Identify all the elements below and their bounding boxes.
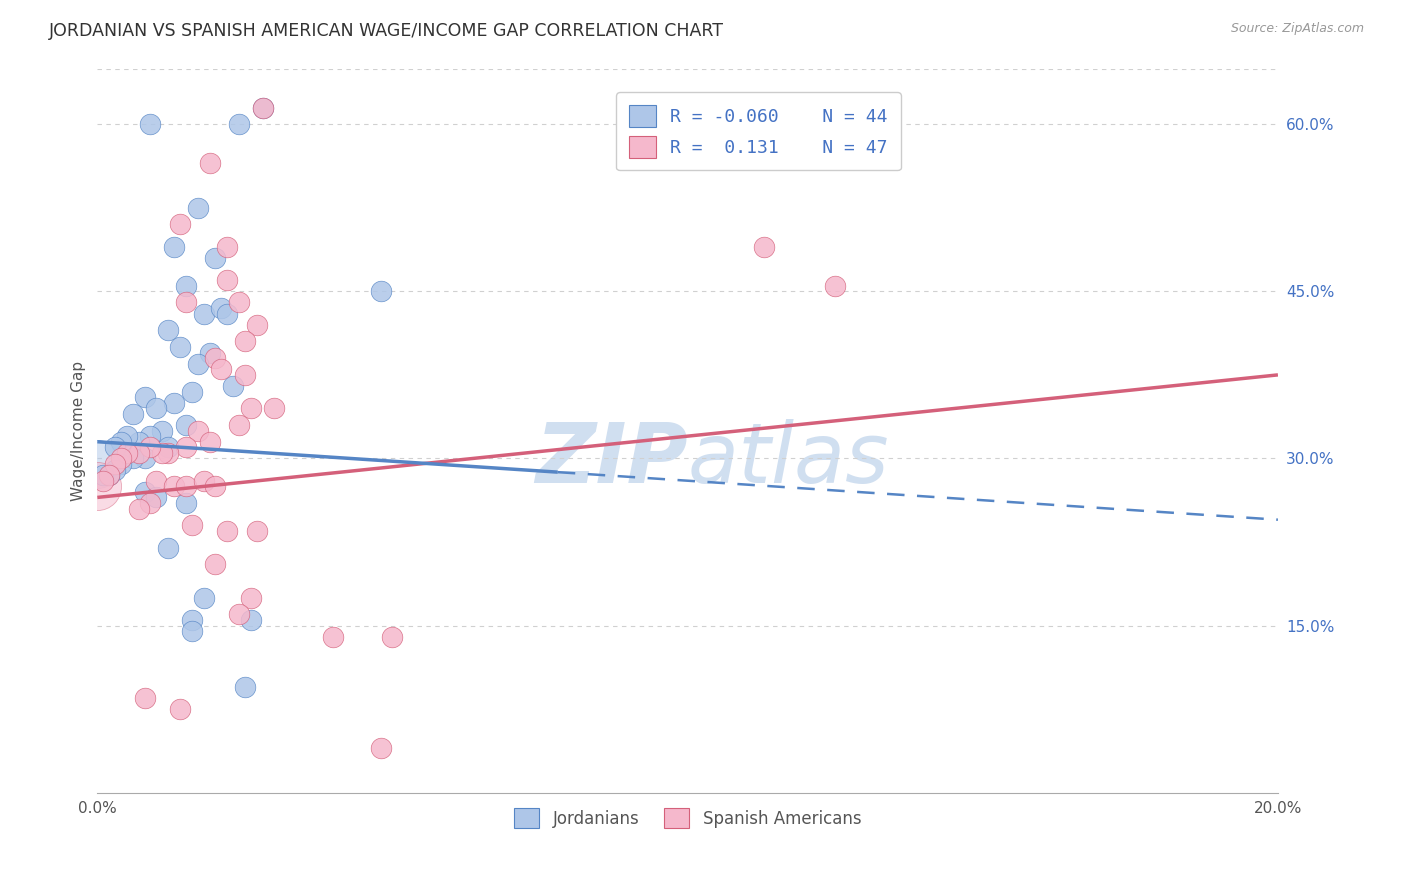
Text: ZIP: ZIP: [536, 419, 688, 500]
Point: [228, 295, 250, 310]
Point: [252, 101, 274, 115]
Y-axis label: Wage/Income Gap: Wage/Income Gap: [72, 360, 86, 500]
Point: [824, 278, 846, 293]
Point: [169, 702, 191, 716]
Point: [180, 384, 202, 399]
Point: [187, 424, 209, 438]
Point: [110, 457, 132, 471]
Point: [174, 417, 197, 432]
Point: [128, 434, 150, 449]
Text: JORDANIAN VS SPANISH AMERICAN WAGE/INCOME GAP CORRELATION CHART: JORDANIAN VS SPANISH AMERICAN WAGE/INCOM…: [49, 22, 724, 40]
Point: [180, 518, 202, 533]
Point: [246, 524, 269, 538]
Point: [121, 407, 143, 421]
Point: [139, 496, 162, 510]
Point: [198, 345, 221, 359]
Point: [134, 390, 156, 404]
Point: [239, 613, 262, 627]
Point: [91, 468, 114, 483]
Point: [209, 362, 232, 376]
Point: [157, 323, 180, 337]
Point: [204, 479, 226, 493]
Point: [145, 474, 167, 488]
Point: [193, 591, 215, 605]
Point: [187, 201, 209, 215]
Point: [246, 318, 269, 332]
Point: [217, 240, 239, 254]
Point: [187, 357, 209, 371]
Point: [174, 479, 197, 493]
Point: [233, 368, 256, 382]
Point: [198, 434, 221, 449]
Point: [204, 251, 226, 265]
Point: [174, 295, 197, 310]
Point: [217, 524, 239, 538]
Point: [150, 446, 173, 460]
Point: [163, 479, 186, 493]
Point: [150, 424, 173, 438]
Point: [139, 117, 162, 131]
Point: [228, 607, 250, 622]
Point: [110, 451, 132, 466]
Point: [104, 462, 127, 476]
Point: [121, 451, 143, 466]
Point: [169, 218, 191, 232]
Point: [209, 301, 232, 315]
Point: [370, 741, 392, 756]
Point: [139, 440, 162, 454]
Point: [134, 451, 156, 466]
Point: [128, 446, 150, 460]
Point: [239, 401, 262, 416]
Point: [134, 690, 156, 705]
Point: [198, 156, 221, 170]
Point: [86, 479, 108, 493]
Point: [157, 440, 180, 454]
Point: [115, 446, 138, 460]
Point: [204, 351, 226, 366]
Point: [263, 401, 285, 416]
Point: [228, 117, 250, 131]
Point: [754, 240, 776, 254]
Legend: Jordanians, Spanish Americans: Jordanians, Spanish Americans: [508, 801, 868, 835]
Point: [239, 591, 262, 605]
Point: [157, 541, 180, 555]
Point: [222, 379, 245, 393]
Point: [145, 491, 167, 505]
Point: [157, 446, 180, 460]
Point: [233, 680, 256, 694]
Point: [217, 307, 239, 321]
Point: [86, 457, 108, 471]
Point: [104, 457, 127, 471]
Point: [180, 613, 202, 627]
Text: atlas: atlas: [688, 419, 889, 500]
Point: [204, 558, 226, 572]
Point: [91, 474, 114, 488]
Point: [193, 307, 215, 321]
Point: [370, 285, 392, 299]
Point: [217, 273, 239, 287]
Point: [174, 278, 197, 293]
Point: [110, 434, 132, 449]
Point: [134, 484, 156, 499]
Point: [252, 101, 274, 115]
Point: [163, 240, 186, 254]
Point: [104, 440, 127, 454]
Point: [128, 501, 150, 516]
Point: [163, 395, 186, 409]
Point: [322, 630, 344, 644]
Point: [180, 624, 202, 639]
Point: [174, 440, 197, 454]
Point: [381, 630, 404, 644]
Point: [169, 340, 191, 354]
Point: [145, 401, 167, 416]
Point: [98, 468, 121, 483]
Point: [193, 474, 215, 488]
Point: [228, 417, 250, 432]
Text: Source: ZipAtlas.com: Source: ZipAtlas.com: [1230, 22, 1364, 36]
Point: [174, 496, 197, 510]
Point: [139, 429, 162, 443]
Point: [98, 468, 121, 483]
Point: [115, 429, 138, 443]
Point: [233, 334, 256, 349]
